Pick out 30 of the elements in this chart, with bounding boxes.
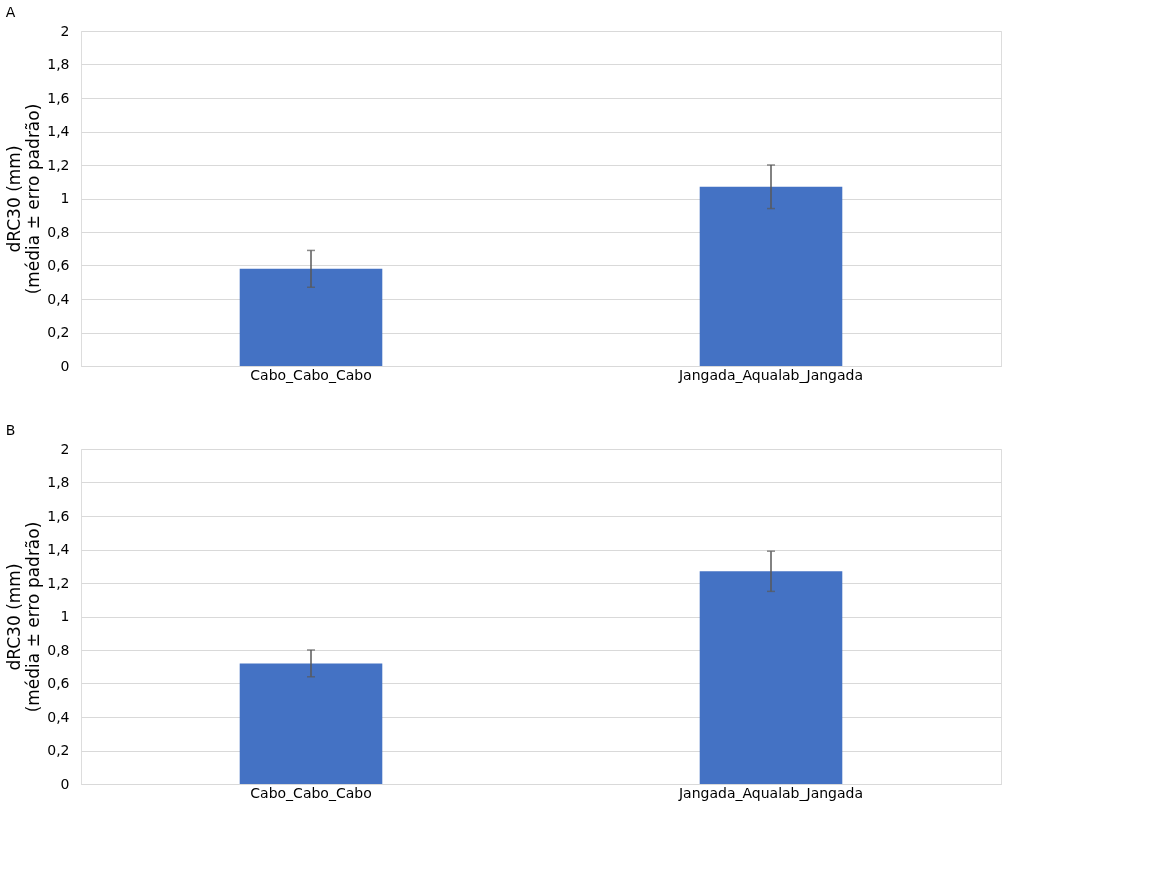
x-tick-label: Jangada_Aqualab_Jangada	[677, 366, 864, 383]
y-tick-label: 0,4	[47, 290, 70, 307]
y-tick-label: 0	[60, 775, 70, 792]
y-tick-label: 1,4	[47, 541, 70, 557]
y-tick-label: 0	[60, 357, 70, 374]
y-tick-label: 0,2	[47, 324, 70, 340]
chart-title: B	[5, 422, 16, 438]
y-tick-label: 1,8	[47, 56, 70, 72]
y-tick-label: 1,6	[47, 89, 70, 106]
y-axis-title: dRC30 (mm) (média ± erro padrão)	[4, 521, 44, 713]
y-tick-label: 1,8	[47, 474, 70, 490]
y-tick-label: 0,4	[47, 708, 70, 725]
y-tick-label: 2	[60, 440, 70, 457]
y-tick-label: 0,2	[47, 742, 70, 758]
y-tick-label: 1	[60, 608, 70, 624]
y-tick-label: 1	[60, 190, 70, 206]
y-tick-label: 1,2	[47, 156, 70, 173]
y-tick-label: 1,2	[47, 574, 70, 591]
y-tick-label: 0,8	[47, 223, 70, 240]
y-axis-title: dRC30 (mm) (média ± erro padrão)	[4, 103, 44, 295]
y-tick-label: 0,6	[47, 257, 70, 273]
x-tick-label: Cabo_Cabo_Cabo	[250, 366, 372, 383]
y-tick-label: 1,6	[47, 507, 70, 524]
x-tick-label: Cabo_Cabo_Cabo	[250, 784, 372, 801]
y-tick-label: 0,6	[47, 675, 70, 691]
y-tick-label: 1,4	[47, 123, 70, 139]
chart-title: A	[5, 4, 16, 20]
y-tick-label: 0,8	[47, 641, 70, 658]
x-tick-label: Jangada_Aqualab_Jangada	[677, 784, 864, 801]
y-tick-label: 2	[60, 22, 70, 39]
